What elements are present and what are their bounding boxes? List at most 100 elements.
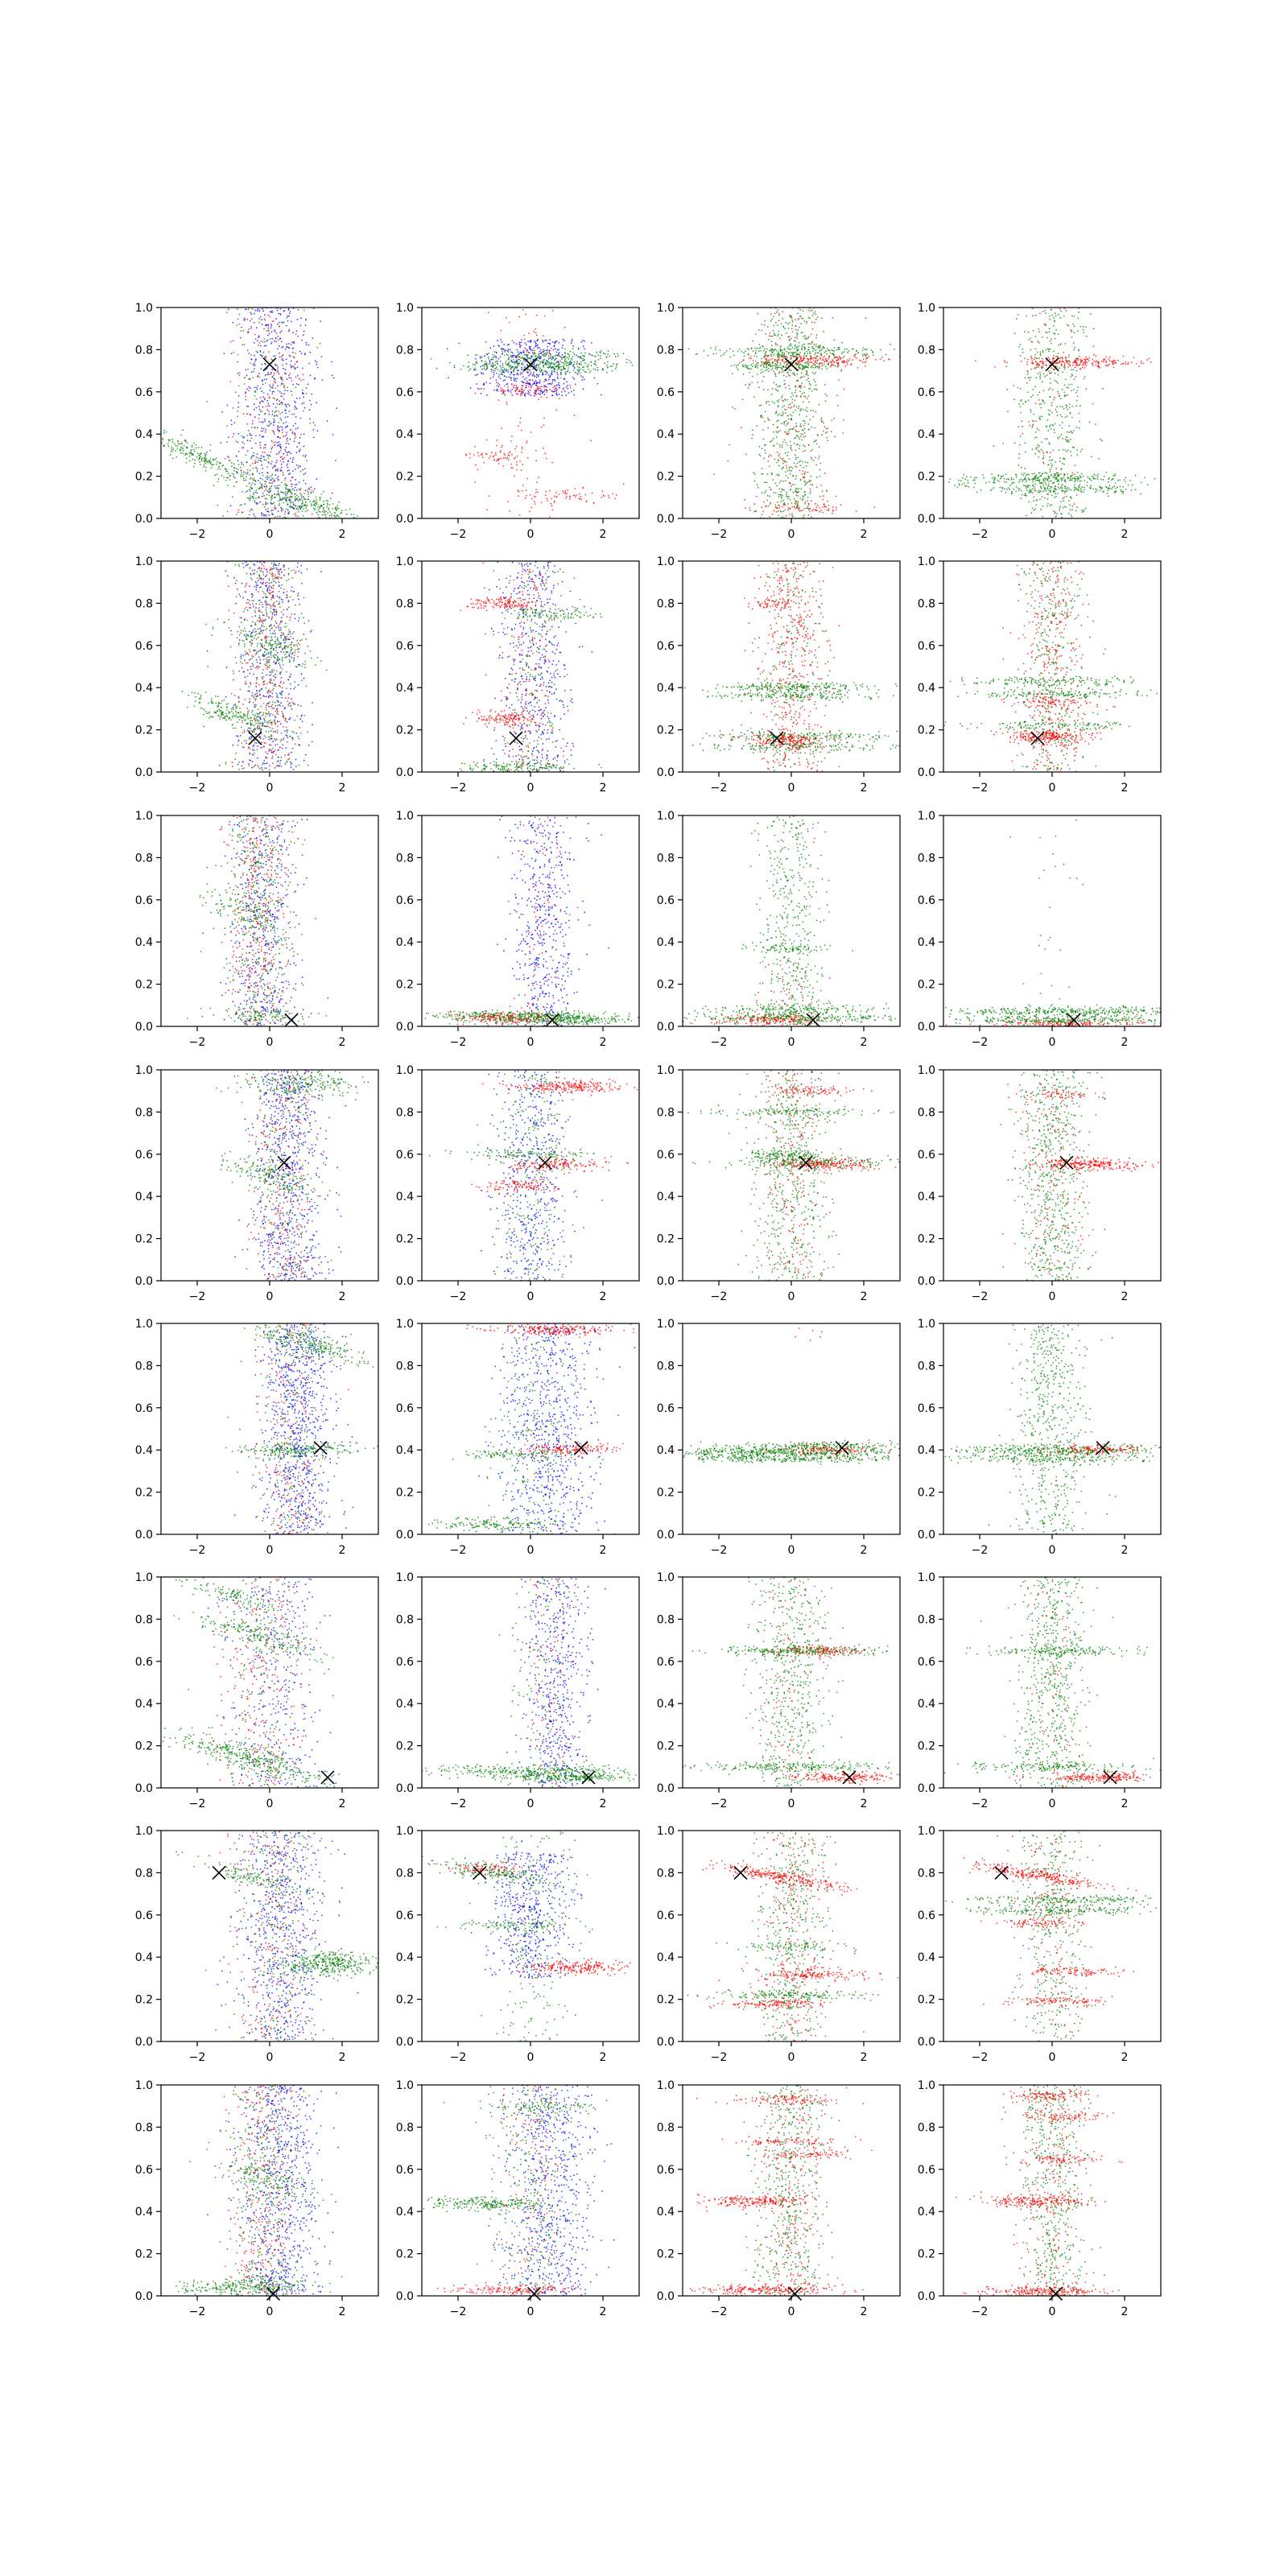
scatter-point [1066, 451, 1067, 452]
scatter-point [491, 452, 493, 453]
scatter-point [313, 509, 316, 511]
scatter-point [830, 431, 832, 433]
scatter-point [485, 439, 488, 441]
scatter-point [254, 361, 256, 363]
scatter-point [1041, 362, 1043, 365]
scatter-point [751, 382, 753, 383]
scatter-point [578, 366, 580, 369]
scatter-point [806, 370, 807, 373]
scatter-point [769, 363, 771, 365]
scatter-point [332, 377, 335, 379]
scatter-point [270, 497, 272, 498]
scatter-point [791, 321, 794, 323]
scatter-point [303, 330, 305, 332]
scatter-point [583, 369, 584, 371]
scatter-point [281, 426, 283, 428]
scatter-point [744, 498, 745, 501]
scatter-point [909, 350, 910, 352]
scatter-point [808, 479, 811, 481]
scatter-point [270, 342, 272, 345]
scatter-point [842, 357, 844, 359]
scatter-point [795, 345, 796, 347]
scatter-point [501, 349, 503, 351]
scatter-point [770, 335, 772, 337]
scatter-point [526, 369, 529, 371]
scatter-point [777, 406, 779, 408]
scatter-point [536, 491, 539, 493]
scatter-point [583, 354, 585, 357]
scatter-point [526, 355, 528, 357]
scatter-point [279, 460, 282, 462]
scatter-point [806, 350, 808, 353]
scatter-point [337, 508, 340, 510]
scatter-point [142, 422, 144, 423]
scatter-point [287, 509, 289, 511]
scatter-point [241, 447, 243, 449]
scatter-point [253, 513, 254, 515]
scatter-point [312, 436, 315, 439]
scatter-point [1041, 381, 1043, 383]
scatter-point [535, 314, 538, 316]
scatter-point [279, 515, 281, 518]
scatter-point [906, 352, 907, 353]
scatter-point [1067, 439, 1070, 441]
scatter-point [273, 418, 275, 420]
scatter-point [1047, 413, 1050, 415]
scatter-point [261, 495, 263, 497]
scatter-point [811, 345, 814, 348]
scatter-point [496, 460, 497, 462]
scatter-point [311, 489, 313, 492]
scatter-point [297, 308, 299, 311]
scatter-point [302, 367, 303, 369]
scatter-point [1044, 481, 1046, 484]
scatter-point [597, 354, 599, 356]
scatter-point [502, 388, 504, 390]
scatter-point [805, 415, 807, 417]
scatter-point [259, 447, 262, 449]
scatter-point [795, 477, 797, 480]
scatter-point [1066, 386, 1068, 388]
scatter-point [328, 514, 331, 517]
scatter-point [792, 355, 794, 357]
scatter-point [779, 493, 781, 496]
scatter-point [1051, 402, 1053, 404]
scatter-point [276, 309, 279, 312]
scatter-point [830, 365, 832, 367]
scatter-point [489, 360, 490, 362]
scatter-point [782, 467, 784, 469]
scatter-point [564, 340, 565, 342]
scatter-point [832, 506, 834, 509]
scatter-point [555, 351, 558, 353]
scatter-point [762, 349, 765, 352]
scatter-point [283, 359, 284, 361]
scatter-point [582, 340, 584, 341]
scatter-point [1074, 366, 1076, 369]
scatter-point [247, 368, 249, 370]
scatter-point [474, 446, 477, 448]
scatter-point [453, 366, 456, 369]
scatter-point [601, 349, 603, 352]
scatter-point [753, 347, 756, 349]
scatter-point [786, 467, 788, 469]
scatter-point [1067, 489, 1068, 492]
scatter-point [492, 353, 494, 356]
scatter-point [810, 456, 812, 459]
scatter-point [770, 394, 773, 395]
scatter-point [282, 472, 284, 474]
scatter-point [287, 451, 289, 453]
scatter-point [800, 323, 802, 324]
scatter-point [507, 349, 510, 351]
scatter-point [291, 483, 294, 485]
scatter-point [1022, 352, 1024, 353]
scatter-point [832, 360, 833, 362]
scatter-point [804, 484, 806, 486]
scatter-point [565, 386, 568, 388]
scatter-point [287, 374, 290, 377]
scatter-point [535, 496, 537, 498]
scatter-point [206, 451, 208, 453]
scatter-point [477, 455, 480, 457]
scatter-point [504, 394, 506, 396]
scatter-point [514, 378, 517, 380]
scatter-point [777, 501, 778, 503]
scatter-point [299, 350, 301, 353]
